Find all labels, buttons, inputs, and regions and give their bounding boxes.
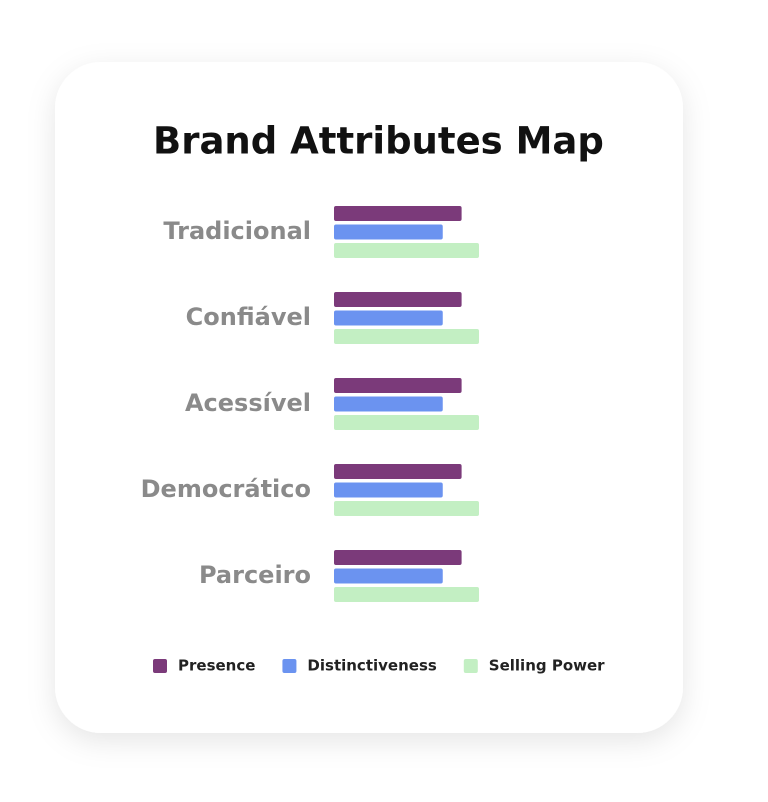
legend-swatch [282, 659, 297, 673]
bar [334, 243, 479, 258]
bar [334, 550, 462, 565]
bar [334, 206, 462, 221]
chart-title: Brand Attributes Map [153, 120, 604, 163]
bar [334, 464, 462, 479]
bar [334, 310, 443, 326]
bar [334, 568, 443, 584]
bar [334, 329, 479, 344]
legend-swatch [153, 659, 167, 673]
bar [334, 292, 462, 307]
category-label: Tradicional [163, 217, 311, 245]
bar [334, 482, 443, 498]
bar [334, 501, 479, 516]
bar [334, 587, 479, 602]
category-label: Parceiro [199, 561, 311, 589]
bar [334, 396, 443, 412]
legend-label: Distinctiveness [307, 657, 436, 675]
category-label: Acessível [185, 389, 311, 417]
bar [334, 415, 479, 430]
legend-swatch [463, 659, 478, 673]
category-label: Democrático [141, 475, 311, 503]
legend-label: Selling Power [489, 657, 605, 675]
bar [334, 378, 462, 393]
bar [334, 224, 443, 240]
category-label: Confiável [186, 303, 311, 331]
legend-label: Presence [178, 657, 255, 675]
